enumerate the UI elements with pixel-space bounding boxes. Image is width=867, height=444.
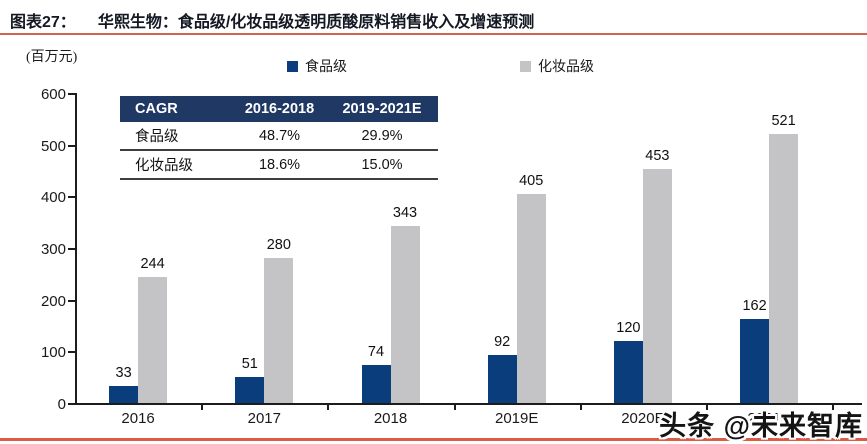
y-axis-line (75, 93, 77, 405)
y-tick-label: 500 (40, 137, 66, 155)
cagr-table: CAGR 2016-2018 2019-2021E 食品级 48.7% 29.9… (120, 96, 438, 180)
bar-食品级-2018 (361, 364, 391, 403)
bar-value-label: 521 (771, 112, 796, 129)
x-axis-tick (579, 403, 582, 410)
y-tick-label: 0 (57, 396, 66, 413)
x-axis-tick (201, 403, 204, 410)
bar-食品级-2021E (740, 319, 770, 403)
figure-number-label: 图表27： (10, 14, 76, 31)
x-tick-label: 2019E (495, 410, 539, 427)
y-axis-tick (68, 196, 75, 199)
bar-化妆品级-2019E (516, 193, 546, 403)
bar-value-label: 343 (392, 204, 418, 221)
cagr-cell: 15.0% (361, 156, 403, 173)
bar-食品级-2019E (487, 355, 517, 403)
cagr-cell: 48.7% (258, 127, 301, 144)
bar-化妆品级-2018 (390, 225, 420, 403)
legend-label-food-grade: 食品级 (305, 60, 347, 75)
cagr-row-label: 化妆品级 (135, 158, 193, 174)
bar-化妆品级-2021E (769, 133, 799, 403)
bar-value-label: 244 (140, 255, 165, 272)
bar-食品级-2020E (613, 341, 643, 403)
bar-食品级-2017 (235, 376, 265, 403)
legend-item-cosmetic-grade: 化妆品级 (520, 56, 594, 76)
y-axis-tick (68, 93, 75, 95)
bar-化妆品级-2020E (642, 168, 672, 403)
y-tick-label: 100 (40, 344, 66, 362)
cagr-row-label: 食品级 (135, 129, 179, 145)
y-tick-label: 200 (40, 292, 66, 310)
figure-header: 图表27： 华熙生物：食品级/化妆品级透明质酸原料销售收入及增速预测 (10, 8, 534, 32)
legend-swatch-cosmetic-grade (520, 60, 531, 72)
x-axis-tick (327, 403, 330, 410)
bar-value-label: 51 (241, 355, 258, 372)
y-axis-unit-label: (百万元) (26, 50, 78, 65)
cagr-cell: 18.6% (258, 156, 301, 173)
x-tick-label: 2018 (373, 410, 408, 427)
cagr-header-cell: 2016-2018 (244, 101, 315, 117)
bar-value-label: 405 (519, 172, 544, 189)
bar-化妆品级-2016 (138, 276, 168, 403)
legend-item-food-grade: 食品级 (287, 56, 347, 76)
y-axis-tick (68, 299, 75, 302)
x-axis-line (75, 403, 862, 405)
bottom-accent-rule (0, 438, 867, 441)
title-accent-rule (0, 33, 867, 35)
watermark: 头条 @未来智库 (659, 411, 863, 441)
y-axis-tick (68, 351, 75, 354)
y-axis-tick (68, 248, 75, 250)
legend-swatch-food-grade (287, 60, 298, 72)
bar-value-label: 92 (494, 334, 511, 351)
x-tick-label: 2016 (121, 410, 155, 427)
x-tick-label: 2020E (621, 410, 665, 427)
y-tick-label: 600 (40, 86, 66, 103)
bar-化妆品级-2017 (264, 258, 294, 403)
bar-value-label: 453 (645, 147, 670, 164)
y-axis-tick (68, 144, 75, 147)
cagr-header-cell: 2019-2021E (342, 101, 422, 117)
x-axis-tick (453, 403, 456, 410)
y-tick-label: 300 (40, 241, 66, 258)
cagr-header-cell: CAGR (135, 101, 178, 117)
y-axis-tick (68, 403, 75, 405)
legend-label-cosmetic-grade: 化妆品级 (538, 60, 594, 75)
cagr-table-header-row: CAGR 2016-2018 2019-2021E (120, 96, 438, 122)
x-axis-tick (706, 403, 708, 410)
figure-title: 华熙生物：食品级/化妆品级透明质酸原料销售收入及增速预测 (97, 14, 535, 31)
cagr-table-row: 化妆品级 18.6% 15.0% (120, 151, 438, 180)
y-tick-label: 400 (40, 189, 66, 207)
x-axis-tick (832, 403, 835, 410)
bar-value-label: 74 (367, 343, 385, 360)
bar-value-label: 33 (115, 364, 132, 381)
bar-value-label: 280 (266, 237, 291, 254)
cagr-cell: 29.9% (361, 127, 403, 144)
x-tick-label: 2017 (247, 410, 281, 427)
bar-食品级-2016 (109, 385, 139, 403)
bar-value-label: 120 (616, 320, 641, 336)
cagr-table-row: 食品级 48.7% 29.9% (120, 122, 438, 151)
x-tick-label: 2021E (747, 410, 791, 427)
bar-value-label: 162 (742, 298, 767, 315)
